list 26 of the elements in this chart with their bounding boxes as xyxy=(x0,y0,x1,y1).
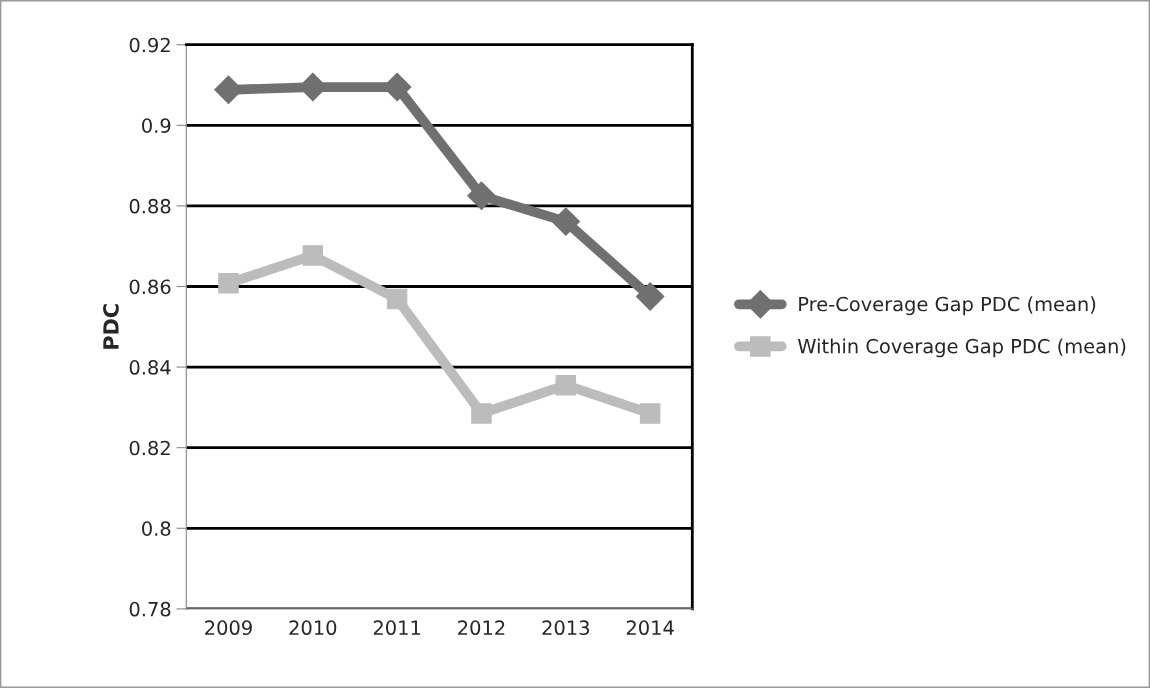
point xyxy=(467,181,496,211)
point xyxy=(302,245,324,266)
y-tick-label: 0.92 xyxy=(129,37,170,53)
point xyxy=(471,403,492,424)
point xyxy=(218,273,239,294)
x-tick-label: 2010 xyxy=(289,620,337,636)
y-tick-label: 0.86 xyxy=(129,279,171,295)
legend-label: Pre-Coverage Gap PDC (mean) xyxy=(799,296,1096,316)
x-tick-label: 2013 xyxy=(542,620,589,636)
x-tick-label: 2012 xyxy=(458,620,505,636)
point xyxy=(635,282,665,311)
point xyxy=(386,288,408,310)
x-tick-label: 2009 xyxy=(205,620,252,636)
y-tick-label: 0.9 xyxy=(142,118,171,133)
point xyxy=(555,374,577,396)
point xyxy=(639,403,661,424)
y-tick-label: 0.8 xyxy=(142,521,171,536)
x-tick-label: 2011 xyxy=(373,620,421,636)
y-axis-title: PDC xyxy=(103,304,119,349)
x-tick-label: 2014 xyxy=(626,620,674,636)
y-tick-label: 0.84 xyxy=(129,360,171,375)
point xyxy=(551,207,581,236)
y-tick-label: 0.88 xyxy=(129,198,171,214)
y-tick-label: 0.78 xyxy=(129,601,171,617)
legend-label: Within Coverage Gap PDC (mean) xyxy=(797,338,1126,358)
y-tick-label: 0.82 xyxy=(129,440,170,456)
